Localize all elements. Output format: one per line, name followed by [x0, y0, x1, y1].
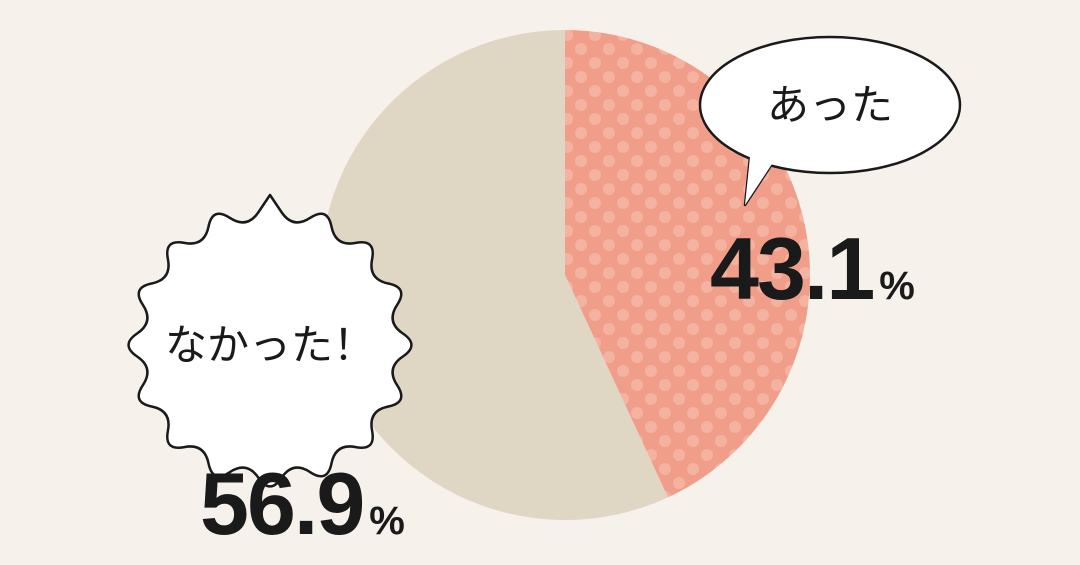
value-number-yes: 43.1	[710, 225, 873, 313]
value-sign-yes: %	[879, 266, 915, 306]
value-number-no: 56.9	[200, 460, 363, 548]
label-no: なかった！	[165, 324, 375, 370]
value-sign-no: %	[369, 501, 405, 541]
value-no: 56.9%	[200, 460, 405, 548]
chart-canvas: あったなかった！43.1%56.9%	[0, 0, 1080, 565]
label-yes: あった	[767, 84, 893, 130]
value-yes: 43.1%	[710, 225, 915, 313]
